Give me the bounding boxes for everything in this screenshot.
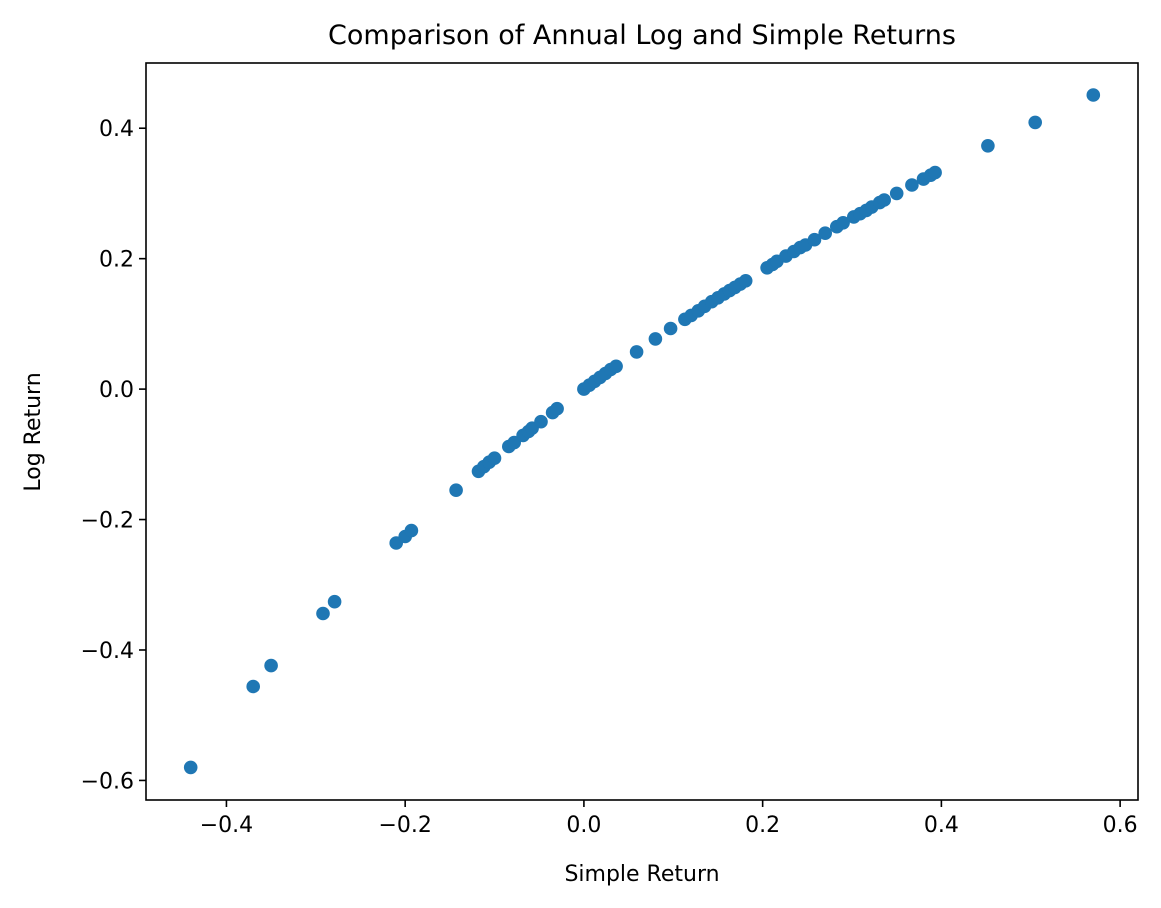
data-point-8	[449, 483, 463, 498]
x-tick-label-2: 0.0	[566, 813, 601, 838]
x-tick-label-3: 0.2	[745, 813, 780, 838]
data-point-18	[534, 414, 548, 429]
data-point-0	[183, 760, 198, 775]
data-point-58	[877, 193, 891, 207]
data-points	[183, 88, 1101, 775]
y-tick-label-5: 0.4	[99, 117, 134, 142]
x-tick-label-0: −0.4	[200, 813, 253, 838]
y-tick-label-4: 0.2	[99, 248, 134, 273]
data-point-63	[928, 165, 942, 180]
y-tick-label-3: 0.0	[99, 378, 134, 403]
data-point-65	[1028, 115, 1042, 130]
data-point-4	[327, 594, 342, 609]
data-point-49	[807, 232, 822, 247]
data-point-29	[648, 332, 663, 346]
data-point-28	[629, 345, 644, 359]
y-axis-ticks: −0.6 −0.4 −0.2 0.0 0.2 0.4	[81, 117, 146, 794]
data-point-1	[246, 679, 260, 694]
data-point-66	[1086, 88, 1101, 102]
data-point-30	[663, 321, 678, 336]
x-tick-label-5: 0.6	[1103, 813, 1138, 838]
data-point-41	[738, 274, 753, 288]
y-tick-label-2: −0.2	[81, 509, 134, 534]
data-point-64	[981, 139, 995, 153]
data-point-60	[905, 178, 919, 192]
data-point-12	[487, 451, 502, 466]
y-tick-label-1: −0.4	[81, 639, 134, 664]
y-axis-label: Log Return	[21, 372, 46, 491]
data-point-50	[818, 226, 832, 240]
data-point-52	[836, 216, 850, 230]
x-tick-label-4: 0.4	[924, 813, 959, 838]
x-axis-label: Simple Return	[564, 862, 719, 887]
data-point-7	[404, 523, 419, 538]
data-point-2	[264, 658, 278, 673]
data-point-3	[316, 606, 330, 621]
data-point-20	[550, 401, 564, 416]
x-axis-ticks: −0.4 −0.2 0.0 0.2 0.4 0.6	[200, 800, 1138, 838]
data-point-27	[609, 359, 623, 374]
plot-area-frame	[145, 62, 1139, 801]
chart-title: Comparison of Annual Log and Simple Retu…	[328, 20, 956, 51]
data-point-59	[889, 186, 904, 201]
x-tick-label-1: −0.2	[378, 813, 431, 838]
y-tick-label-0: −0.6	[81, 769, 134, 794]
